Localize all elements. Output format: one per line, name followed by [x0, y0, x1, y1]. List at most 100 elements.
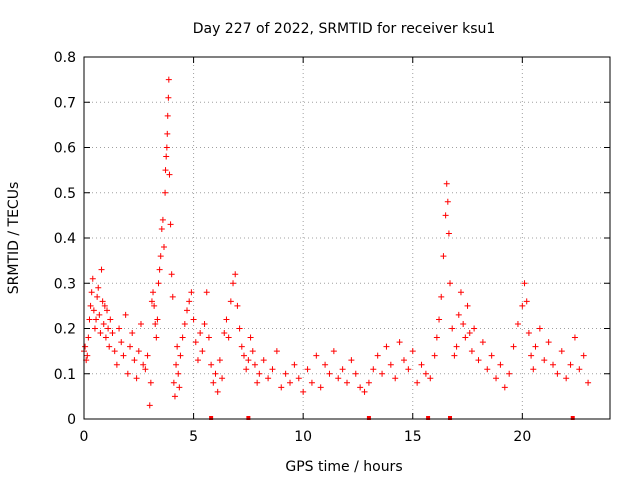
data-point [219, 375, 226, 382]
data-point [118, 339, 125, 346]
data-point [466, 330, 473, 337]
data-point [153, 334, 160, 341]
data-point [330, 348, 337, 355]
data-point [438, 293, 445, 300]
data-point [445, 230, 452, 237]
axis-marker [366, 416, 371, 420]
data-point [532, 343, 539, 350]
data-point [105, 325, 112, 332]
data-point [216, 357, 223, 364]
data-point [109, 330, 116, 337]
data-point [433, 334, 440, 341]
axis-marker [246, 416, 251, 420]
data-point [475, 357, 482, 364]
axis-marker [209, 416, 214, 420]
y-tick-label: 0.2 [54, 322, 76, 338]
data-point [165, 94, 172, 101]
data-point [230, 280, 237, 287]
grid-lines [84, 57, 610, 419]
data-point [144, 352, 151, 359]
data-point [232, 271, 239, 278]
data-point [225, 334, 232, 341]
data-point [91, 325, 98, 332]
data-point [122, 311, 129, 318]
data-point [129, 330, 136, 337]
data-point [506, 370, 513, 377]
data-point [84, 352, 91, 359]
data-point [352, 370, 359, 377]
data-point [210, 379, 217, 386]
data-point [379, 370, 386, 377]
data-point [447, 280, 454, 287]
data-point [464, 302, 471, 309]
data-point [87, 302, 94, 309]
data-point [585, 379, 592, 386]
data-point [194, 357, 201, 364]
data-point [440, 253, 447, 260]
data-point [550, 361, 557, 368]
data-point [449, 325, 456, 332]
data-point [370, 366, 377, 373]
data-point [357, 384, 364, 391]
y-tick-label: 0.5 [54, 186, 76, 202]
data-point [348, 357, 355, 364]
data-point [326, 370, 333, 377]
data-point [168, 271, 175, 278]
data-point [541, 357, 548, 364]
y-tick-label: 0.8 [54, 50, 76, 66]
data-point [405, 366, 412, 373]
data-point [99, 298, 106, 305]
data-point [159, 216, 166, 223]
data-point [247, 334, 254, 341]
y-tick-label: 0.6 [54, 141, 76, 157]
data-point [243, 366, 250, 373]
data-point [558, 348, 565, 355]
data-point [160, 244, 167, 251]
chart-title: Day 227 of 2022, SRMTID for receiver ksu… [193, 21, 496, 37]
data-point [150, 289, 157, 296]
data-point [186, 298, 193, 305]
x-tick-label: 20 [513, 429, 531, 445]
data-point [212, 370, 219, 377]
data-point [147, 379, 154, 386]
data-point [278, 384, 285, 391]
x-axis-label: GPS time / hours [285, 459, 402, 475]
data-point [431, 352, 438, 359]
data-point [468, 348, 475, 355]
data-point [457, 289, 464, 296]
data-point [88, 289, 95, 296]
data-point [427, 375, 434, 382]
data-point [162, 167, 169, 174]
axis-marker [570, 416, 575, 420]
data-point [365, 379, 372, 386]
data-point [124, 370, 131, 377]
data-point [265, 375, 272, 382]
data-point [471, 325, 478, 332]
data-point [409, 348, 416, 355]
data-point [151, 302, 158, 309]
data-point [165, 76, 172, 83]
data-point [453, 343, 460, 350]
data-point [152, 320, 159, 327]
data-point [174, 343, 181, 350]
data-point [162, 189, 169, 196]
data-point [158, 225, 165, 232]
data-point [493, 375, 500, 382]
data-point [361, 388, 368, 395]
data-point [521, 280, 528, 287]
data-point [208, 361, 215, 368]
data-point [171, 393, 178, 400]
data-point [240, 352, 247, 359]
y-tick-label: 0.7 [54, 95, 76, 111]
x-tick-label: 0 [80, 429, 89, 445]
data-point [444, 198, 451, 205]
data-point [418, 361, 425, 368]
data-point [234, 302, 241, 309]
data-point [120, 352, 127, 359]
data-point [392, 375, 399, 382]
data-point [201, 320, 208, 327]
data-point [387, 361, 394, 368]
plot-frame [83, 56, 611, 420]
data-point [169, 293, 176, 300]
